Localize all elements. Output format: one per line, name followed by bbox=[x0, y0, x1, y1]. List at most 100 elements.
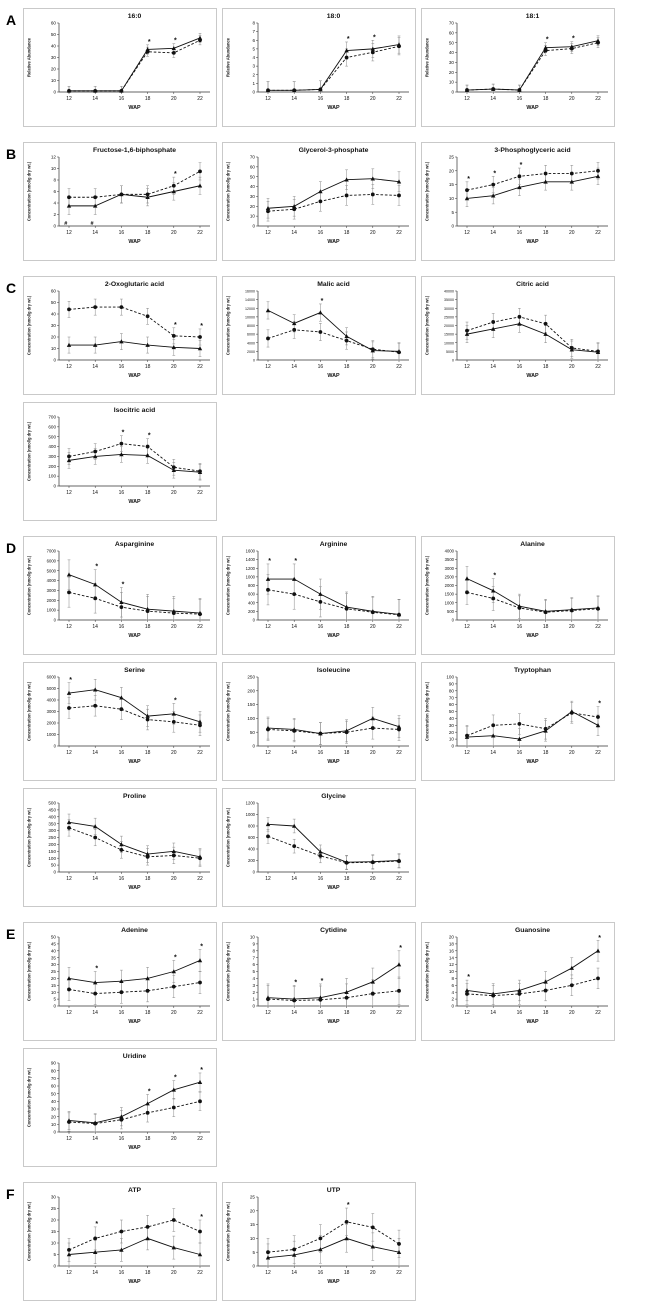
svg-text:80: 80 bbox=[51, 1068, 57, 1073]
svg-text:22: 22 bbox=[595, 96, 601, 102]
svg-text:12: 12 bbox=[265, 1010, 271, 1016]
svg-text:*: * bbox=[321, 298, 324, 305]
svg-text:18:0: 18:0 bbox=[327, 13, 341, 20]
panel-D-row-3: Proline Concentration (nmol/g dry wt.) 0 50… bbox=[6, 788, 645, 907]
svg-text:18: 18 bbox=[145, 750, 151, 756]
svg-text:20: 20 bbox=[569, 96, 575, 102]
svg-text:20: 20 bbox=[370, 1270, 376, 1276]
svg-text:15: 15 bbox=[51, 1229, 57, 1234]
chart-2-oxoglutaric-acid: 2-Oxoglutaric acid Concentration (nmol/g … bbox=[23, 276, 217, 395]
svg-text:*: * bbox=[95, 966, 98, 973]
svg-text:*: * bbox=[174, 697, 177, 704]
svg-text:18: 18 bbox=[344, 364, 350, 370]
chart-3-phosphoglyceric-acid: 3-Phosphoglyceric acid Concentration (nmo… bbox=[421, 142, 615, 261]
svg-text:16: 16 bbox=[517, 364, 523, 370]
svg-text:*: * bbox=[69, 677, 72, 684]
svg-text:3-Phosphoglyceric acid: 3-Phosphoglyceric acid bbox=[494, 147, 570, 154]
chart-glycine: Glycine Concentration (nmol/g dry wt.) 0 20… bbox=[222, 788, 416, 907]
svg-text:12: 12 bbox=[464, 364, 470, 370]
chart-glycerol-3-phosphate: Glycerol-3-phosphate Concentration (nmol/… bbox=[222, 142, 416, 261]
svg-text:Concentration (nmol/g dry wt.): Concentration (nmol/g dry wt.) bbox=[226, 161, 231, 221]
svg-text:400: 400 bbox=[48, 814, 56, 819]
svg-text:10: 10 bbox=[51, 1122, 57, 1127]
svg-text:0: 0 bbox=[252, 224, 255, 229]
svg-text:*: * bbox=[598, 935, 601, 942]
svg-text:Concentration (nmol/g dry wt.): Concentration (nmol/g dry wt.) bbox=[27, 421, 32, 481]
svg-text:1: 1 bbox=[252, 997, 255, 1002]
svg-text:*: * bbox=[200, 323, 203, 330]
svg-text:Relative Abundance: Relative Abundance bbox=[27, 37, 32, 77]
svg-text:*: * bbox=[95, 564, 98, 571]
svg-text:WAP: WAP bbox=[526, 239, 539, 245]
svg-text:12: 12 bbox=[265, 1270, 271, 1276]
svg-text:25: 25 bbox=[250, 1195, 256, 1200]
svg-text:14: 14 bbox=[92, 1270, 98, 1276]
svg-text:40: 40 bbox=[51, 1099, 57, 1104]
panel-label-D bbox=[6, 662, 23, 666]
figure-panels: A 16:0 Relative Abundance 0 10 20 30 40 50 60 12 14… bbox=[6, 8, 645, 1301]
svg-text:1000: 1000 bbox=[246, 574, 256, 579]
svg-text:16: 16 bbox=[517, 750, 523, 756]
svg-text:60: 60 bbox=[449, 702, 455, 707]
svg-text:20: 20 bbox=[171, 490, 177, 496]
svg-text:0: 0 bbox=[53, 484, 56, 489]
svg-text:12: 12 bbox=[464, 624, 470, 630]
svg-text:15: 15 bbox=[51, 983, 57, 988]
svg-text:10: 10 bbox=[51, 1241, 57, 1246]
panel-label-F: F bbox=[6, 1186, 15, 1202]
svg-text:4: 4 bbox=[451, 990, 454, 995]
svg-text:5: 5 bbox=[451, 210, 454, 215]
svg-text:30: 30 bbox=[449, 723, 455, 728]
svg-text:14: 14 bbox=[92, 750, 98, 756]
svg-text:22: 22 bbox=[197, 490, 203, 496]
svg-text:18: 18 bbox=[543, 96, 549, 102]
svg-text:50: 50 bbox=[449, 709, 455, 714]
svg-text:50: 50 bbox=[51, 1091, 57, 1096]
svg-text:Cytidine: Cytidine bbox=[320, 927, 347, 934]
panel-F-row-1: F ATP Concentration (nmol/g dry wt.) 0 5 10 15… bbox=[6, 1182, 645, 1301]
svg-text:6: 6 bbox=[252, 962, 255, 967]
svg-text:8: 8 bbox=[252, 948, 255, 953]
svg-text:25000: 25000 bbox=[444, 315, 454, 319]
svg-text:20: 20 bbox=[370, 230, 376, 236]
svg-text:12: 12 bbox=[66, 364, 72, 370]
svg-text:12: 12 bbox=[66, 624, 72, 630]
svg-text:10: 10 bbox=[449, 196, 455, 201]
svg-text:22: 22 bbox=[197, 1010, 203, 1016]
svg-text:600: 600 bbox=[248, 835, 256, 840]
svg-text:2: 2 bbox=[252, 990, 255, 995]
svg-text:20: 20 bbox=[569, 364, 575, 370]
svg-text:2000: 2000 bbox=[247, 350, 255, 354]
svg-text:Isocitric acid: Isocitric acid bbox=[114, 407, 156, 414]
svg-text:5000: 5000 bbox=[47, 686, 57, 691]
svg-text:20: 20 bbox=[370, 750, 376, 756]
svg-text:18: 18 bbox=[145, 490, 151, 496]
svg-text:12: 12 bbox=[464, 230, 470, 236]
svg-text:WAP: WAP bbox=[327, 1019, 340, 1025]
svg-text:0: 0 bbox=[53, 358, 56, 363]
svg-text:12: 12 bbox=[66, 750, 72, 756]
svg-text:350: 350 bbox=[48, 821, 56, 826]
svg-text:16: 16 bbox=[318, 230, 324, 236]
svg-text:14: 14 bbox=[291, 230, 297, 236]
svg-text:*: * bbox=[347, 1202, 350, 1209]
svg-text:35000: 35000 bbox=[444, 298, 454, 302]
svg-text:20: 20 bbox=[51, 67, 57, 72]
svg-text:5: 5 bbox=[252, 46, 255, 51]
svg-text:WAP: WAP bbox=[327, 105, 340, 111]
svg-text:25: 25 bbox=[51, 969, 57, 974]
svg-text:Concentration (nmol/g dry wt.): Concentration (nmol/g dry wt.) bbox=[27, 807, 32, 867]
svg-text:3000: 3000 bbox=[47, 709, 57, 714]
svg-text:Concentration (nmol/g dry wt.): Concentration (nmol/g dry wt.) bbox=[226, 555, 231, 615]
svg-text:3: 3 bbox=[252, 983, 255, 988]
svg-text:0: 0 bbox=[53, 1130, 56, 1135]
svg-text:18: 18 bbox=[543, 364, 549, 370]
svg-text:22: 22 bbox=[197, 96, 203, 102]
svg-text:Concentration (nmol/g dry wt.): Concentration (nmol/g dry wt.) bbox=[27, 1201, 32, 1261]
svg-text:30: 30 bbox=[51, 323, 57, 328]
chart-cytidine: Cytidine Concentration (nmol/g dry wt.) 0 1… bbox=[222, 922, 416, 1041]
svg-text:70: 70 bbox=[449, 695, 455, 700]
svg-text:50: 50 bbox=[51, 863, 57, 868]
svg-text:22: 22 bbox=[197, 876, 203, 882]
svg-text:20: 20 bbox=[569, 1010, 575, 1016]
